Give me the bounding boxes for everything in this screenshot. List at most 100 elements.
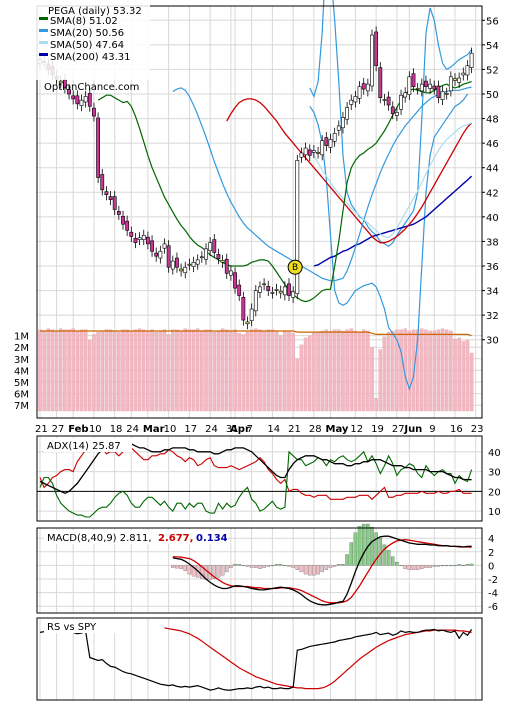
candle-body	[158, 250, 163, 259]
legend-swatch	[39, 17, 48, 20]
candle-body	[100, 174, 105, 191]
volume-bar	[337, 329, 341, 412]
macd-histogram-bar	[266, 565, 270, 567]
candle-body	[411, 73, 416, 87]
volume-bar	[187, 329, 192, 412]
macd-histogram-bar	[420, 565, 424, 569]
candle-body	[336, 125, 341, 131]
volume-bar	[324, 329, 329, 412]
candle-body	[133, 238, 138, 243]
macd-histogram-bar	[191, 565, 196, 577]
volume-axis-label: 4M	[14, 366, 29, 377]
candle-body	[299, 152, 304, 158]
volume-axis-label: 1M	[14, 332, 29, 343]
volume-average-line	[40, 330, 472, 337]
volume-bar	[374, 398, 378, 412]
volume-bar	[341, 330, 345, 412]
volume-bar	[345, 329, 349, 412]
date-axis-label: 23	[471, 424, 484, 435]
candle-body	[245, 321, 250, 325]
volume-bar	[216, 330, 221, 412]
price-axis-label: 40	[486, 213, 499, 224]
price-axis-label: 32	[486, 311, 499, 322]
macd-histogram-bar	[440, 565, 445, 567]
macd-title-box	[44, 530, 228, 544]
price-axis-label: 56	[486, 16, 499, 27]
macd-histogram-bar	[444, 565, 449, 567]
volume-bar	[245, 331, 250, 412]
volume-bar	[171, 329, 175, 412]
volume-bar	[179, 330, 183, 412]
date-axis-label: 27	[392, 424, 405, 435]
macd-histogram-bar	[465, 564, 470, 566]
volume-bar	[357, 331, 362, 412]
date-axis-label: 14	[267, 424, 280, 435]
candle-body	[229, 270, 233, 276]
volume-bar	[332, 329, 337, 412]
date-axis-label: 21	[288, 424, 301, 435]
candle-body	[137, 237, 142, 240]
volume-bar	[229, 330, 233, 412]
date-axis-label: 21	[35, 424, 48, 435]
volume-bar	[386, 331, 391, 412]
volume-bar	[370, 347, 374, 412]
macd-histogram-bar	[245, 565, 250, 567]
macd-hist-value: 0.134	[196, 533, 228, 544]
candle-body	[237, 284, 242, 296]
volume-bar	[353, 330, 358, 412]
volume-axis-label: 5M	[14, 378, 29, 389]
chart-title: PEGA (daily) 53.32	[48, 6, 142, 17]
volume-bar	[46, 328, 51, 412]
buy-signal-marker: B	[287, 259, 303, 275]
sma20-line	[172, 86, 472, 282]
macd-axis-label: -2	[488, 575, 498, 586]
volume-bar	[158, 330, 163, 412]
date-axis-label: 31	[226, 424, 239, 435]
date-axis-label: Feb	[68, 424, 88, 435]
candle-body	[444, 93, 449, 95]
volume-bar	[399, 329, 403, 412]
macd-histogram-bar	[382, 544, 387, 566]
date-axis-label: 10	[89, 424, 102, 435]
volume-bar	[320, 330, 324, 412]
volume-bar	[166, 334, 171, 412]
candle-body	[415, 88, 420, 90]
panel-frames	[36, 5, 483, 701]
candle-body	[349, 99, 354, 105]
candle-body	[311, 150, 316, 153]
candle-body	[104, 191, 109, 196]
date-axis-label: 7	[247, 424, 253, 435]
macd-histogram-bar	[407, 565, 412, 570]
volume-bar	[162, 329, 167, 412]
volume-bar	[212, 331, 217, 412]
candle-body	[291, 291, 296, 298]
volume-bar	[137, 328, 142, 412]
volume-bar	[361, 329, 366, 412]
volume-bar	[266, 329, 270, 412]
candle-body	[170, 260, 175, 270]
volume-bar	[117, 331, 121, 412]
macd-histogram-bar	[449, 565, 453, 567]
price-axis-label: 46	[486, 139, 499, 150]
price-axis-label: 48	[486, 115, 499, 126]
macd-histogram-bar	[307, 565, 312, 576]
candle-body	[183, 266, 188, 274]
macd-histogram-bar	[200, 565, 204, 579]
legend-entry: SMA(8) 51.02	[50, 16, 118, 27]
volume-bar	[444, 329, 449, 412]
candle-body	[233, 272, 237, 289]
candle-body	[249, 308, 254, 321]
rs-frame	[36, 617, 483, 701]
volume-bar	[378, 349, 383, 412]
macd-histogram-bar	[424, 565, 428, 568]
date-axis-label: 9	[429, 424, 435, 435]
price-axis-label: 44	[486, 164, 499, 175]
date-axis-label: 12	[350, 424, 363, 435]
volume-bar	[154, 331, 158, 412]
candle-body	[403, 92, 408, 98]
volume-bar	[440, 328, 445, 412]
macd-histogram-bar	[390, 556, 395, 566]
adx-axis-label: 10	[488, 507, 501, 518]
legend-entry: SMA(20) 50.56	[50, 28, 124, 39]
